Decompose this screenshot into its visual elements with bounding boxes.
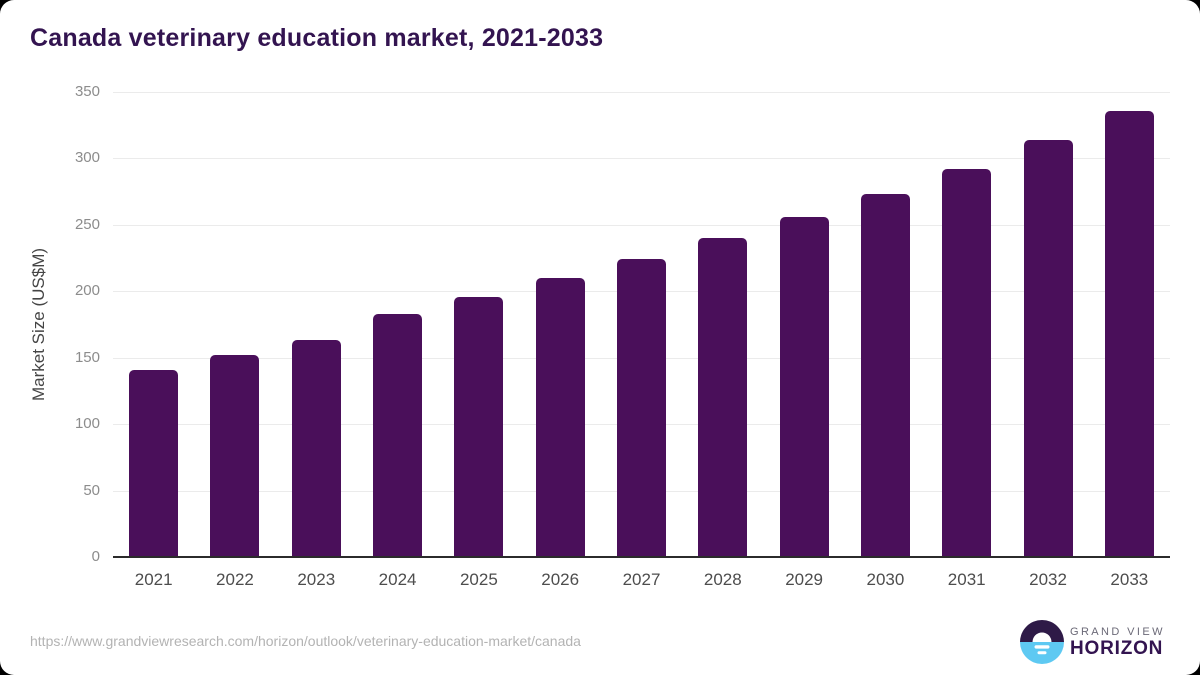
- chart-title: Canada veterinary education market, 2021…: [30, 24, 604, 52]
- x-tick-label-2033: 2033: [1110, 570, 1149, 589]
- x-tick-label-2024: 2024: [378, 570, 417, 589]
- bar-2027: [617, 259, 666, 557]
- logo-line-grand-view: GRAND VIEW: [1070, 625, 1165, 638]
- logo-line-horizon: HORIZON: [1070, 637, 1164, 659]
- y-tick-label-250: 250: [74, 215, 100, 233]
- y-tick-label-100: 100: [74, 415, 100, 433]
- bar-2031: [942, 169, 992, 557]
- y-tick-label-0: 0: [91, 548, 100, 565]
- bar-2022: [210, 355, 260, 557]
- y-tick-label-50: 50: [83, 481, 100, 499]
- bar-2028: [698, 238, 748, 557]
- bar-2021: [129, 369, 179, 557]
- x-tick-label-2023: 2023: [297, 570, 336, 589]
- x-tick-label-2026: 2026: [541, 570, 580, 589]
- y-tick-label-300: 300: [74, 149, 100, 167]
- x-tick-label-2032: 2032: [1029, 570, 1067, 589]
- bar-2025: [454, 296, 504, 557]
- y-tick-label-350: 350: [74, 83, 100, 100]
- x-axis-line: [113, 556, 1170, 558]
- x-tick-label-2021: 2021: [134, 570, 173, 589]
- bar-2030: [860, 194, 910, 557]
- x-tick-label-2028: 2028: [703, 570, 742, 589]
- logo-wordmark: GRAND VIEW HORIZON: [1070, 626, 1165, 659]
- bar-2024: [373, 313, 423, 557]
- x-tick-label-2027: 2027: [622, 570, 661, 589]
- gridline-300: [113, 158, 1170, 160]
- x-tick-label-2031: 2031: [947, 570, 986, 589]
- bar-2026: [535, 278, 585, 557]
- bar-2032: [1023, 139, 1073, 557]
- chart-plot-area: 2021 2022 2023 2024 2025 2026 2027 2028 2029 2030…: [113, 92, 1170, 589]
- grand-view-horizon-logo: GRAND VIEW HORIZON: [1020, 620, 1165, 664]
- x-tick-label-2022: 2022: [216, 570, 254, 589]
- y-tick-label-150: 150: [74, 348, 100, 366]
- bar-2029: [779, 216, 829, 557]
- x-tick-label-2030: 2030: [866, 570, 905, 589]
- bar-2033: [1104, 110, 1154, 557]
- y-tick-label-200: 200: [74, 282, 100, 300]
- x-tick-label-2029: 2029: [785, 570, 824, 589]
- x-tick-label-2025: 2025: [459, 570, 498, 589]
- gridline-350: [113, 92, 1170, 93]
- y-axis-tick-labels: 0 50 100 150 200 250 300 350: [30, 83, 100, 565]
- bar-2023: [291, 340, 341, 557]
- horizon-sunset-icon: [1020, 620, 1064, 664]
- gridline-250: [113, 224, 1170, 226]
- source-url: https://www.grandviewresearch.com/horizo…: [30, 633, 581, 649]
